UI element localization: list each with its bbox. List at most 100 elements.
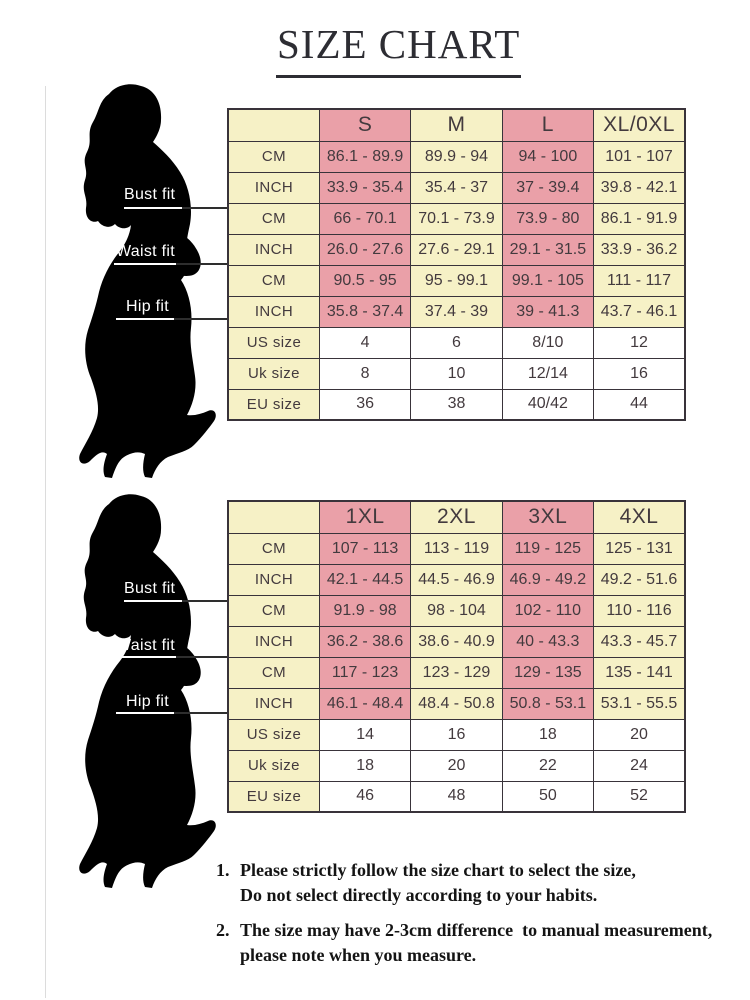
cell: 8/10	[501, 326, 595, 359]
cell: 18	[318, 749, 412, 782]
size-col-header: M	[410, 108, 503, 142]
cell: 20	[410, 749, 503, 782]
bust-fit-connector-line	[182, 600, 229, 602]
size-col-header: L	[501, 108, 595, 142]
cell: 94 - 100	[501, 140, 595, 173]
cell: 6	[410, 326, 503, 359]
cell: 99.1 - 105	[501, 264, 595, 297]
waist-fit-underline	[114, 656, 176, 658]
row-label: Uk size	[227, 749, 320, 782]
cell: 35.4 - 37	[410, 171, 503, 204]
cell: 18	[501, 718, 595, 751]
note-line: Please strictly follow the size chart to…	[240, 860, 636, 880]
cell: 46	[318, 780, 412, 813]
row-label: Uk size	[227, 357, 320, 390]
cell: 46.1 - 48.4	[318, 687, 412, 720]
row-label: EU size	[227, 780, 320, 813]
cell: 38	[410, 388, 503, 421]
cell: 50.8 - 53.1	[501, 687, 595, 720]
row-label: US size	[227, 326, 320, 359]
table-row: INCH 46.1 - 48.4 48.4 - 50.8 50.8 - 53.1 53.…	[227, 687, 686, 720]
cell: 113 - 119	[410, 532, 503, 565]
row-label: CM	[227, 202, 320, 235]
model-silhouette-bottom: Bust fit Waist fit Hip fit	[40, 490, 240, 890]
hip-fit-label: Hip fit	[126, 693, 169, 710]
cell: 8	[318, 357, 412, 390]
table-row: CM 107 - 113 113 - 119 119 - 125 125 - 131	[227, 532, 686, 565]
cell: 86.1 - 89.9	[318, 140, 412, 173]
note-item: 1. Please strictly follow the size chart…	[216, 858, 743, 908]
cell: 101 - 107	[593, 140, 686, 173]
cell: 119 - 125	[501, 532, 595, 565]
cell: 37 - 39.4	[501, 171, 595, 204]
size-col-header: S	[318, 108, 412, 142]
bust-fit-label: Bust fit	[124, 186, 176, 203]
row-label: INCH	[227, 625, 320, 658]
waist-fit-label: Waist fit	[116, 637, 175, 654]
table-row: INCH 35.8 - 37.4 37.4 - 39 39 - 41.3 43.7 - …	[227, 295, 686, 328]
cell: 42.1 - 44.5	[318, 563, 412, 596]
cell: 22	[501, 749, 595, 782]
row-label: INCH	[227, 687, 320, 720]
size-col-header: 2XL	[410, 500, 503, 534]
waist-fit-label: Waist fit	[116, 243, 175, 260]
table-row: INCH 26.0 - 27.6 27.6 - 29.1 29.1 - 31.5 33.…	[227, 233, 686, 266]
notes-section: 1. Please strictly follow the size chart…	[216, 858, 743, 978]
table-row: EU size 46 48 50 52	[227, 780, 686, 813]
cell: 26.0 - 27.6	[318, 233, 412, 266]
cell: 66 - 70.1	[318, 202, 412, 235]
cell: 49.2 - 51.6	[593, 563, 686, 596]
row-label: INCH	[227, 233, 320, 266]
note-line: Do not select directly according to your…	[240, 885, 598, 905]
cell: 43.3 - 45.7	[593, 625, 686, 658]
cell: 44	[593, 388, 686, 421]
row-label: CM	[227, 264, 320, 297]
row-label: INCH	[227, 563, 320, 596]
waist-fit-connector-line	[176, 263, 229, 265]
table-row: Uk size 18 20 22 24	[227, 749, 686, 782]
table-row: CM 86.1 - 89.9 89.9 - 94 94 - 100 101 - 107	[227, 140, 686, 173]
cell: 39 - 41.3	[501, 295, 595, 328]
cell: 107 - 113	[318, 532, 412, 565]
size-col-header: 4XL	[593, 500, 686, 534]
cell: 102 - 110	[501, 594, 595, 627]
waist-fit-underline	[114, 263, 176, 265]
cell: 110 - 116	[593, 594, 686, 627]
cell: 52	[593, 780, 686, 813]
size-col-header: 3XL	[501, 500, 595, 534]
cell: 98 - 104	[410, 594, 503, 627]
cell: 4	[318, 326, 412, 359]
corner-cell	[227, 500, 320, 534]
bust-fit-underline	[124, 600, 182, 602]
cell: 95 - 99.1	[410, 264, 503, 297]
size-table-header-row: 1XL 2XL 3XL 4XL	[227, 500, 686, 534]
woman-silhouette-icon	[79, 84, 216, 478]
cell: 48	[410, 780, 503, 813]
cell: 40 - 43.3	[501, 625, 595, 658]
cell: 70.1 - 73.9	[410, 202, 503, 235]
cell: 129 - 135	[501, 656, 595, 689]
cell: 33.9 - 36.2	[593, 233, 686, 266]
cell: 125 - 131	[593, 532, 686, 565]
woman-silhouette-icon	[79, 494, 216, 888]
cell: 38.6 - 40.9	[410, 625, 503, 658]
row-label: US size	[227, 718, 320, 751]
hip-fit-underline	[116, 318, 174, 320]
size-table: S M L XL/0XL CM 86.1 - 89.9 89.9 - 94 94 - 100 1…	[227, 108, 686, 421]
hip-fit-connector-line	[174, 318, 229, 320]
row-label: CM	[227, 140, 320, 173]
cell: 50	[501, 780, 595, 813]
row-label: CM	[227, 656, 320, 689]
cell: 10	[410, 357, 503, 390]
cell: 89.9 - 94	[410, 140, 503, 173]
note-number: 1.	[216, 860, 230, 880]
cell: 46.9 - 49.2	[501, 563, 595, 596]
cell: 24	[593, 749, 686, 782]
hip-fit-underline	[116, 712, 174, 714]
model-silhouette-top: Bust fit Waist fit Hip fit	[40, 80, 240, 480]
cell: 117 - 123	[318, 656, 412, 689]
row-label: EU size	[227, 388, 320, 421]
page-title: SIZE CHART	[276, 20, 522, 78]
table-row: CM 117 - 123 123 - 129 129 - 135 135 - 141	[227, 656, 686, 689]
